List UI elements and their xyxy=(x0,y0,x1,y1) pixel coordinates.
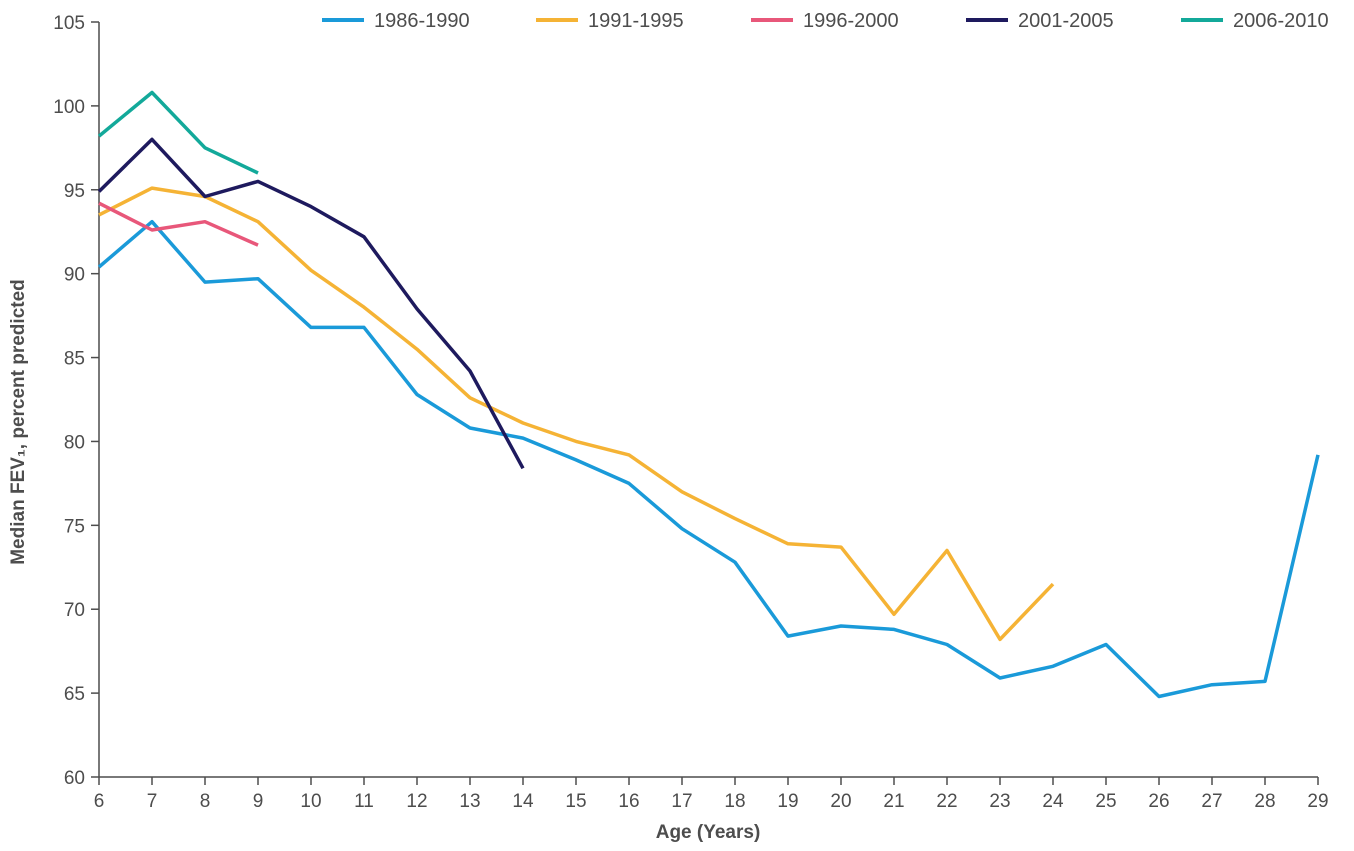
x-tick-label: 11 xyxy=(354,791,374,812)
y-tick-label: 90 xyxy=(64,265,85,286)
x-tick-label: 18 xyxy=(724,791,745,812)
y-tick-label: 105 xyxy=(53,13,85,34)
x-tick-label: 14 xyxy=(512,791,534,812)
y-tick-label: 85 xyxy=(64,349,85,370)
series-group xyxy=(97,90,1320,699)
y-tick-label: 65 xyxy=(64,684,85,705)
y-tick-label: 75 xyxy=(64,516,85,537)
legend-label: 2001-2005 xyxy=(1018,10,1114,32)
x-tick-label: 19 xyxy=(777,791,798,812)
x-tick-label: 20 xyxy=(830,791,851,812)
y-tick-label: 80 xyxy=(64,432,85,453)
x-tick-label: 13 xyxy=(459,791,480,812)
x-tick-label: 15 xyxy=(565,791,586,812)
x-tick-label: 7 xyxy=(147,791,158,812)
y-tick-label: 100 xyxy=(53,97,85,118)
y-tick-label: 95 xyxy=(64,181,85,202)
legend-label: 1991-1995 xyxy=(588,10,684,32)
y-tick-label: 70 xyxy=(64,600,85,621)
x-tick-label: 25 xyxy=(1095,791,1116,812)
x-tick-label: 26 xyxy=(1148,791,1169,812)
x-tick-label: 28 xyxy=(1254,791,1275,812)
x-axis-title: Age (Years) xyxy=(656,822,761,843)
x-tick-label: 8 xyxy=(200,791,211,812)
x-tick-label: 22 xyxy=(936,791,957,812)
legend-label: 2006-2010 xyxy=(1233,10,1329,32)
series-line-2001-2005 xyxy=(97,137,525,470)
x-tick-label: 17 xyxy=(671,791,692,812)
series-line-2006-2010 xyxy=(97,90,259,175)
y-tick-label: 60 xyxy=(64,768,85,789)
x-tick-label: 27 xyxy=(1201,791,1222,812)
series-line-1996-2000 xyxy=(98,201,259,247)
x-tick-label: 23 xyxy=(989,791,1010,812)
series-line-1991-1995 xyxy=(98,186,1055,642)
y-axis: 60 65 70 75 80 85 90 95 100 105 xyxy=(53,13,100,789)
series-line-1986-1990 xyxy=(97,219,1320,699)
x-tick-label: 9 xyxy=(253,791,264,812)
x-tick-label: 10 xyxy=(300,791,321,812)
x-tick-label: 29 xyxy=(1307,791,1328,812)
legend: 1986-1990 1991-1995 1996-2000 2001-2005 2006… xyxy=(322,10,1329,32)
x-axis: 6 7 8 9 10 11 12 13 14 15 16 17 18 19 20 21 22 23 24 25 26 27… xyxy=(94,776,1329,812)
x-tick-label: 21 xyxy=(883,791,904,812)
x-tick-label: 6 xyxy=(94,791,105,812)
legend-label: 1996-2000 xyxy=(803,10,899,32)
x-tick-label: 16 xyxy=(618,791,639,812)
x-tick-label: 24 xyxy=(1042,791,1064,812)
y-axis-title: Median FEV₁, percent predicted xyxy=(8,279,29,565)
legend-label: 1986-1990 xyxy=(374,10,470,32)
x-tick-label: 12 xyxy=(406,791,427,812)
